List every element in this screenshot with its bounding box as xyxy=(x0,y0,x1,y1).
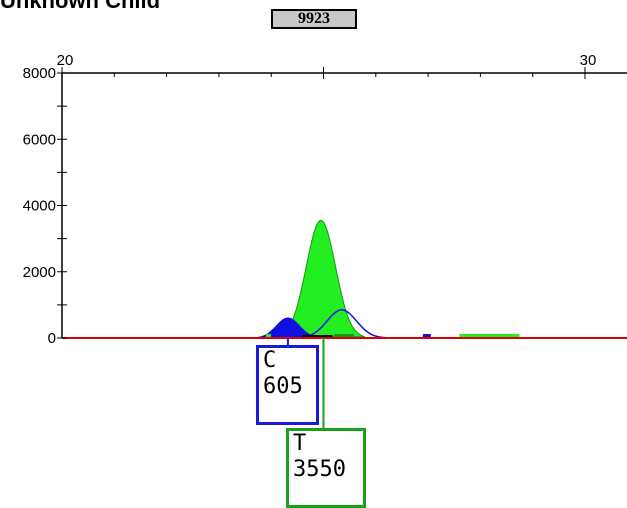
sample-title: Unknown Child xyxy=(0,0,161,13)
x-tick-label: 20 xyxy=(57,52,74,69)
y-tick-label: 6000 xyxy=(23,131,56,148)
base-call-c-value: 605 xyxy=(263,374,303,399)
noise-blip xyxy=(422,334,431,338)
base-call-t-value: 3550 xyxy=(293,457,346,482)
noise-blip xyxy=(302,335,333,338)
y-tick-label: 0 xyxy=(48,330,56,347)
base-call-t-letter: T xyxy=(293,431,307,456)
y-tick-label: 8000 xyxy=(23,65,56,82)
base-call-c: C 605 xyxy=(256,345,319,425)
noise-blip xyxy=(459,334,520,338)
y-tick-label: 4000 xyxy=(23,198,56,215)
x-tick-label: 30 xyxy=(580,52,597,69)
base-call-t: T 3550 xyxy=(286,428,366,508)
noise-blip xyxy=(265,334,271,338)
marker-size-label: 9923 xyxy=(271,9,357,29)
y-tick-label: 2000 xyxy=(23,264,56,281)
noise-blip xyxy=(333,334,354,337)
peak-c-outline xyxy=(297,309,386,339)
base-call-c-letter: C xyxy=(263,348,277,373)
